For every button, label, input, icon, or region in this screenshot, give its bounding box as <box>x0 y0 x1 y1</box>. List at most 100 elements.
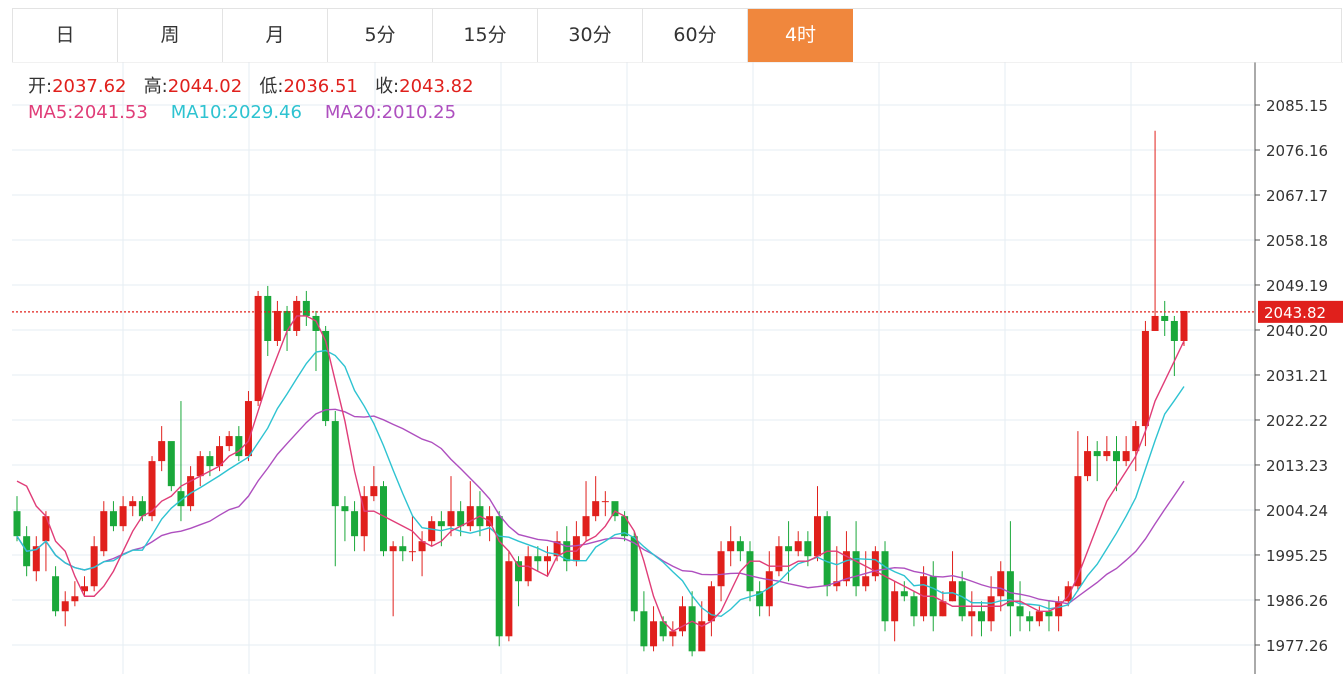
candle-body <box>1180 310 1188 341</box>
candle-body <box>862 576 870 587</box>
candle-body <box>302 300 310 316</box>
candle-body <box>1055 601 1063 617</box>
candle-body <box>109 511 117 527</box>
candle-body <box>785 546 793 552</box>
tab-5[interactable]: 30分 <box>538 9 643 62</box>
candle-body <box>553 541 561 557</box>
ma5-label: MA5: <box>28 102 74 123</box>
candle-body <box>1151 315 1159 331</box>
chart-area[interactable]: 2085.15 2076.16 2067.17 2058.18 2049.19 2040.… <box>0 61 1343 674</box>
y-tick-label: 2004.24 <box>1266 502 1328 520</box>
tab-7[interactable]: 4时 <box>748 9 853 62</box>
last-price-tag <box>1258 300 1343 323</box>
tab-1[interactable]: 周 <box>118 9 223 62</box>
tab-4[interactable]: 15分 <box>433 9 538 62</box>
ma10-label: MA10: <box>170 102 228 123</box>
candle-body <box>717 551 725 587</box>
candlestick-chart[interactable]: 2085.15 2076.16 2067.17 2058.18 2049.19 2040.… <box>0 61 1343 674</box>
candle-body <box>871 551 879 577</box>
ma5-value: 2041.53 <box>73 102 148 123</box>
low-label: 低: <box>259 76 284 97</box>
candle-body <box>997 571 1005 597</box>
candle-body <box>13 511 21 537</box>
candle-body <box>698 621 706 652</box>
candle-body <box>32 546 40 572</box>
candle-body <box>1161 315 1169 321</box>
candle-body <box>1045 611 1053 617</box>
candle-body <box>447 511 455 527</box>
ma10-value: 2029.46 <box>227 102 302 123</box>
candle-body <box>119 506 127 527</box>
candle-body <box>611 501 619 517</box>
candle-body <box>852 551 860 587</box>
candle-body <box>775 546 783 572</box>
candle-body <box>939 601 947 617</box>
candle-body <box>42 516 50 542</box>
close-value: 2043.82 <box>399 76 474 97</box>
candle-body <box>621 516 629 537</box>
candle-body <box>678 606 686 632</box>
candle-body <box>418 541 426 552</box>
candle-body <box>1112 451 1120 462</box>
candle-body <box>592 501 600 517</box>
candle-body <box>736 541 744 552</box>
y-tick-label: 1977.26 <box>1266 637 1328 655</box>
candle-body <box>196 456 204 477</box>
ma20-label: MA20: <box>324 102 382 123</box>
y-tick-label: 2085.15 <box>1266 97 1328 115</box>
candle-body <box>264 295 272 341</box>
candle-body <box>804 541 812 557</box>
candle-body <box>408 551 416 553</box>
ohlc-row: 开:2037.62 高:2044.02 低:2036.51 收:2043.82 <box>28 74 474 100</box>
candle-body <box>688 606 696 652</box>
candle-body <box>235 436 243 457</box>
candle-body <box>1064 586 1072 602</box>
candle-body <box>756 591 764 607</box>
candle-body <box>437 521 445 527</box>
candle-body <box>1016 606 1024 617</box>
high-value: 2044.02 <box>167 76 243 97</box>
candle-body <box>1035 611 1043 622</box>
candle-body <box>187 476 195 507</box>
candle-body <box>910 596 918 617</box>
candle-body <box>582 516 590 537</box>
candle-body <box>659 621 667 637</box>
candle-body <box>225 436 233 447</box>
candle-body <box>457 511 465 527</box>
candle-body <box>167 441 175 487</box>
candle-body <box>524 556 532 582</box>
candle-body <box>466 506 474 527</box>
y-tick-label: 1986.26 <box>1266 592 1328 610</box>
candle-body <box>1103 451 1111 457</box>
candle-body <box>71 596 79 602</box>
candle-body <box>543 556 551 562</box>
candle-body <box>515 561 523 582</box>
candle-body <box>1132 426 1140 452</box>
tab-2[interactable]: 月 <box>223 9 328 62</box>
candle-body <box>1093 451 1101 457</box>
candle-body <box>370 486 378 497</box>
candle-body <box>650 621 658 647</box>
y-tick-label: 2013.23 <box>1266 457 1328 475</box>
candle-body <box>505 561 513 637</box>
candle-body <box>987 596 995 622</box>
candle-body <box>833 581 841 587</box>
ma20-line <box>16 408 1185 605</box>
candle-body <box>341 506 349 512</box>
candle-body <box>90 546 98 587</box>
candle-body <box>283 310 291 331</box>
tab-3[interactable]: 5分 <box>328 9 433 62</box>
ma5-line <box>16 315 1185 633</box>
tab-0[interactable]: 日 <box>13 9 118 62</box>
low-value: 2036.51 <box>283 76 358 97</box>
ma20-value: 2010.25 <box>381 102 457 123</box>
candle-body <box>254 295 262 402</box>
candle-body <box>601 501 609 503</box>
candle-body <box>949 581 957 602</box>
tab-6[interactable]: 60分 <box>643 9 748 62</box>
candle-body <box>52 576 60 612</box>
candle-body <box>360 496 368 537</box>
y-tick-label: 2076.16 <box>1266 142 1328 160</box>
candle-body <box>534 556 542 562</box>
y-tick-label: 2049.19 <box>1266 277 1328 295</box>
